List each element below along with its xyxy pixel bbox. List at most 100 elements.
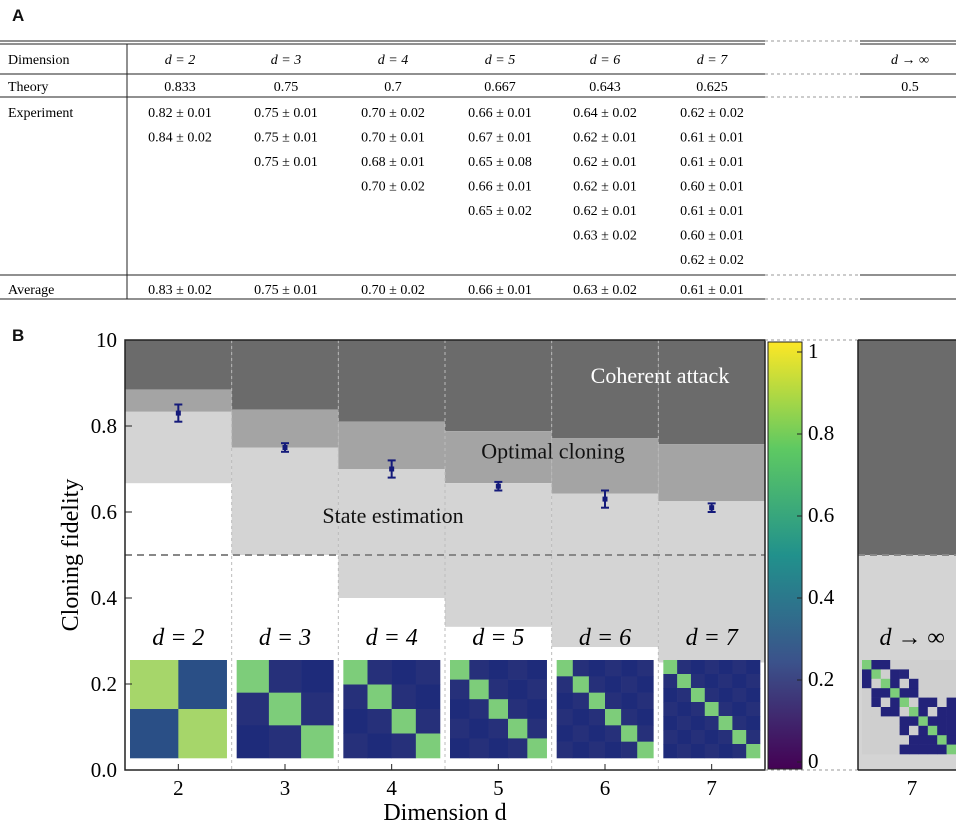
x-tick-label: 7 [706,776,717,800]
matrix-cell [718,688,733,703]
x-tick-label: 2 [173,776,184,800]
matrix-cell-inf [890,669,900,680]
matrix-cell [732,674,747,689]
table-header-cell: d = 3 [271,53,301,68]
matrix-cell [663,702,678,717]
table-experiment-cell: 0.75 ± 0.01 [254,131,318,146]
table-experiment-cell: 0.70 ± 0.02 [361,106,425,121]
matrix-cell [367,660,392,685]
panel-b-label: B [12,326,25,345]
table-row-label: Average [8,283,54,298]
matrix-cell [746,688,761,703]
matrix-cell [704,702,719,717]
coherent-attack-region [445,340,552,432]
table-experiment-cell: 0.62 ± 0.02 [680,253,744,268]
matrix-cell [415,709,441,734]
matrix-cell [508,679,528,700]
matrix-cell-inf [890,725,900,736]
matrix-cell [343,660,368,685]
matrix-cell [178,709,227,759]
matrix-cell-inf [909,716,919,727]
matrix-cell-inf [880,688,891,698]
matrix-cell-inf [890,744,900,755]
optimal-cloning-region [551,438,659,494]
panel-a-label: A [12,6,25,25]
matrix-cell-inf [899,744,910,755]
matrix-cell [130,709,179,759]
table-average-cell: 0.66 ± 0.01 [468,283,532,298]
matrix-cell-inf [871,735,882,745]
matrix-cell [677,674,692,689]
table-theory-cell: 0.7 [384,80,402,95]
matrix-cell-inf [909,735,919,745]
matrix-cell [704,744,719,759]
matrix-cell [718,660,733,675]
matrix-cell [450,738,470,759]
table-experiment-cell: 0.60 ± 0.01 [680,180,744,195]
matrix-cell [527,660,547,680]
matrix-cell [301,660,334,693]
matrix-cell [415,684,441,710]
matrix-cell-inf [899,725,910,736]
table-header-cell: d = 6 [590,53,620,68]
matrix-cell-inf [880,725,891,736]
matrix-cell-inf [909,744,919,755]
matrix-cell [637,725,654,742]
matrix-cell-inf [909,660,919,670]
matrix-cell [588,741,606,759]
matrix-cell-inf [890,735,900,745]
matrix-cell-inf [862,735,872,745]
matrix-cell [663,716,678,731]
table-experiment-cell: 0.62 ± 0.02 [680,106,744,121]
matrix-cell-inf [899,707,910,717]
matrix-cell [130,660,179,710]
matrix-cell-inf [909,697,919,708]
matrix-cell-inf [946,707,956,717]
matrix-cell [677,688,692,703]
matrix-cell-inf [918,697,929,708]
matrix-cell [605,692,622,710]
matrix-cell [178,660,227,710]
table-average-cell: 0.75 ± 0.01 [254,283,318,298]
matrix-cell-inf [871,716,882,727]
matrix-cell-inf [862,688,872,698]
table-experiment-cell: 0.75 ± 0.01 [254,106,318,121]
table-average-cell: 0.63 ± 0.02 [573,283,637,298]
matrix-cell [450,660,470,680]
matrix-cell [732,660,747,675]
matrix-cell [588,676,606,693]
x-tick-label: 6 [600,776,611,800]
data-point [175,410,181,416]
table-experiment-cell: 0.68 ± 0.01 [361,155,425,170]
matrix-cell [556,741,574,759]
matrix-cell-inf [927,697,938,708]
matrix-inset-label: d = 2 [152,625,204,651]
matrix-cell-inf [927,707,938,717]
matrix-cell-inf [890,688,900,698]
matrix-cell-inf [862,660,872,670]
matrix-cell [469,718,489,739]
optimal-cloning-region [125,389,232,412]
matrix-cell-inf [946,688,956,698]
coherent-attack-label: Coherent attack [591,363,730,388]
table-experiment-cell: 0.67 ± 0.01 [468,131,532,146]
matrix-cell-inf [880,716,891,727]
matrix-cell-inf [899,735,910,745]
table-experiment-cell: 0.65 ± 0.02 [468,204,532,219]
matrix-cell [677,660,692,675]
colorbar-tick-label: 0.4 [808,585,835,609]
data-point [709,505,715,511]
colorbar-tick-label: 1 [808,339,819,363]
matrix-cell-inf [927,744,938,755]
matrix-cell-inf [890,697,900,708]
matrix-cell-inf [880,669,891,680]
table-experiment-cell: 0.82 ± 0.01 [148,106,212,121]
table-experiment-cell: 0.60 ± 0.01 [680,229,744,244]
matrix-cell [704,688,719,703]
matrix-cell [718,744,733,759]
optimal-cloning-region [231,409,339,448]
optimal-cloning-region [445,431,552,484]
matrix-cell-inf [918,688,929,698]
matrix-cell-inf [937,678,947,689]
